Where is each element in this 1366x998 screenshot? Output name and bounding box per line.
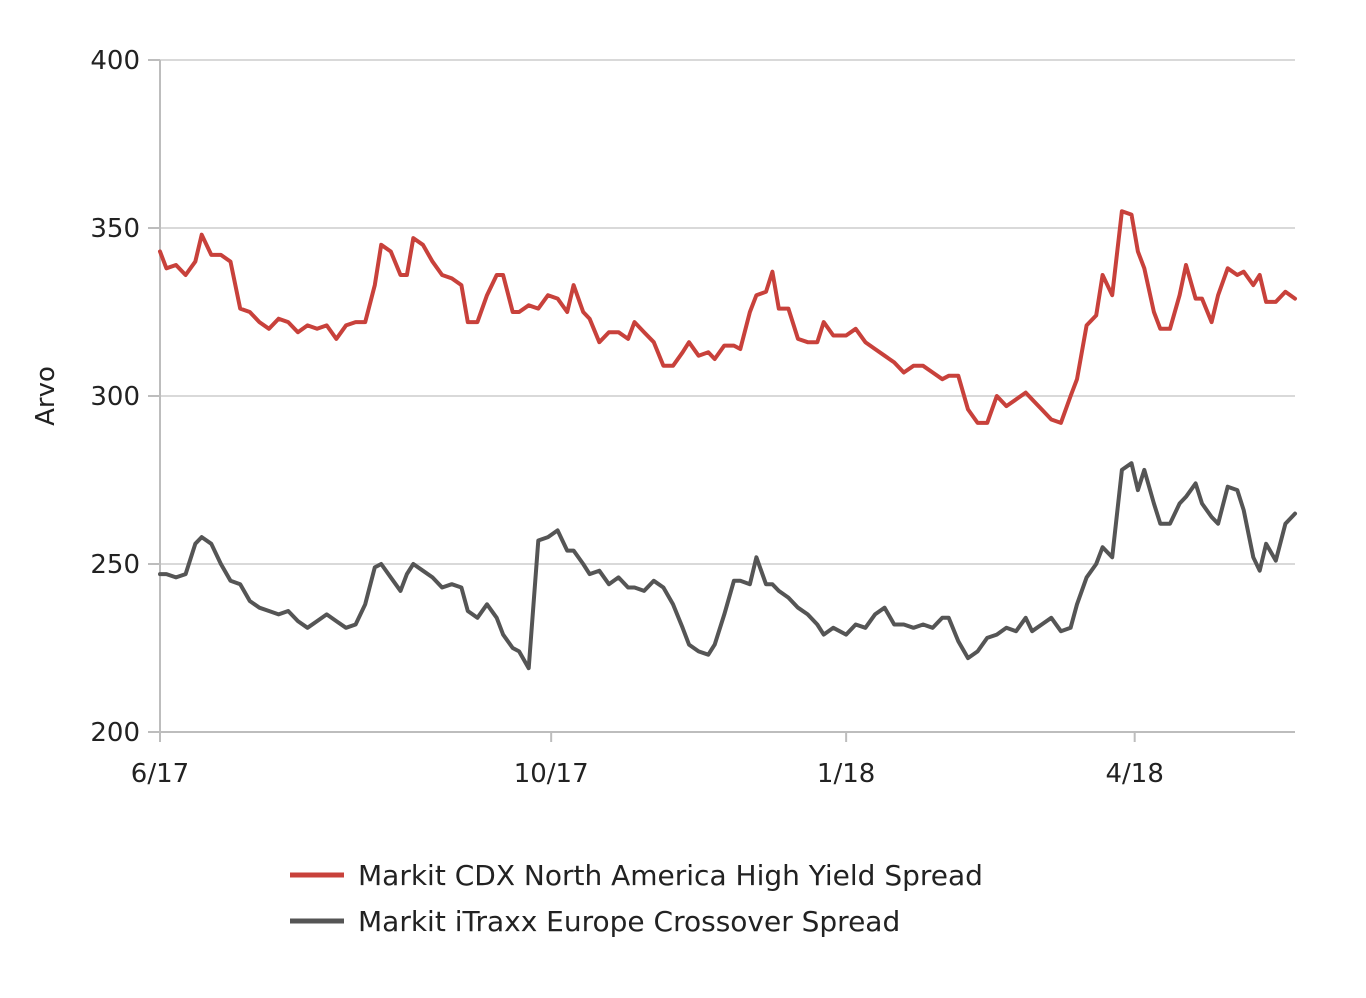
legend-label-2: Markit iTraxx Europe Crossover Spread xyxy=(358,905,900,938)
axes: 200 250 300 350 400 6/17 10/17 1/18 4/18 xyxy=(90,46,1295,789)
gridlines xyxy=(160,59,1295,565)
x-tick-label: 10/17 xyxy=(514,759,589,789)
y-tick-label: 350 xyxy=(90,214,140,244)
series-lines xyxy=(158,209,1297,671)
y-tick-label: 200 xyxy=(90,718,140,748)
y-axis-title: Arvo xyxy=(31,366,61,426)
legend: Markit CDX North America High Yield Spre… xyxy=(290,859,983,938)
x-tick-label: 1/18 xyxy=(817,759,875,789)
y-tick-label: 400 xyxy=(90,46,140,76)
series-line-1 xyxy=(158,209,1297,425)
legend-label-1: Markit CDX North America High Yield Spre… xyxy=(358,859,983,892)
x-tick-label: 6/17 xyxy=(131,759,189,789)
y-tick-label: 300 xyxy=(90,382,140,412)
y-tick-label: 250 xyxy=(90,550,140,580)
series-line-2 xyxy=(158,461,1297,671)
x-tick-label: 4/18 xyxy=(1105,759,1163,789)
